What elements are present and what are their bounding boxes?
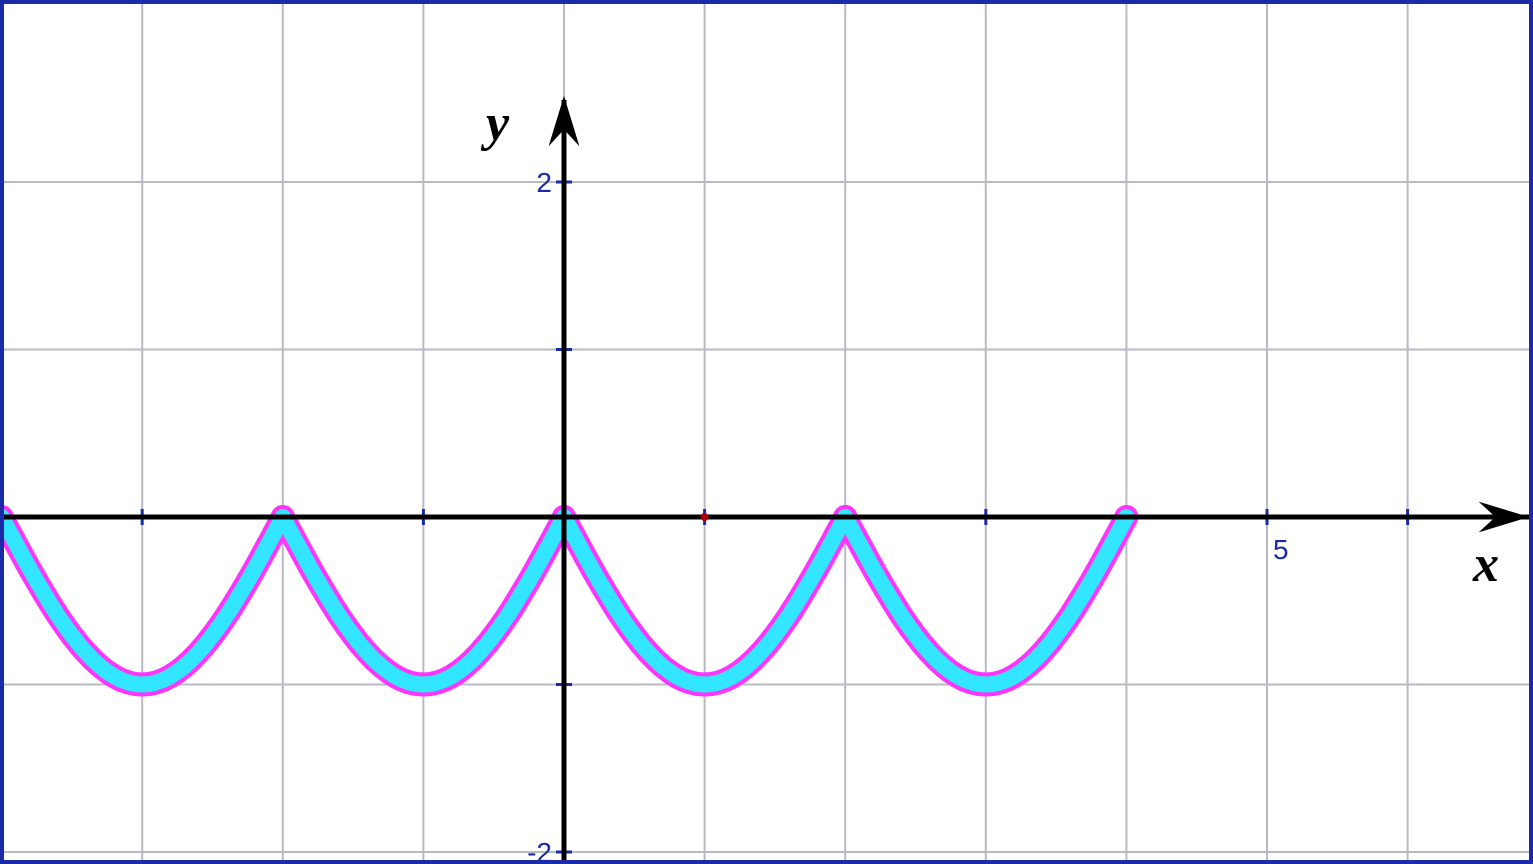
y-tick-label: -2 — [527, 837, 552, 864]
y-axis-label: y — [486, 94, 509, 153]
axis-marker-dot — [701, 513, 709, 521]
y-tick-label: 2 — [536, 167, 552, 198]
x-axis-label: x — [1473, 535, 1499, 594]
chart-frame: 5 2 -2 y x — [0, 0, 1533, 864]
chart-svg: 5 2 -2 — [0, 0, 1533, 864]
x-tick-label: 5 — [1273, 534, 1289, 565]
